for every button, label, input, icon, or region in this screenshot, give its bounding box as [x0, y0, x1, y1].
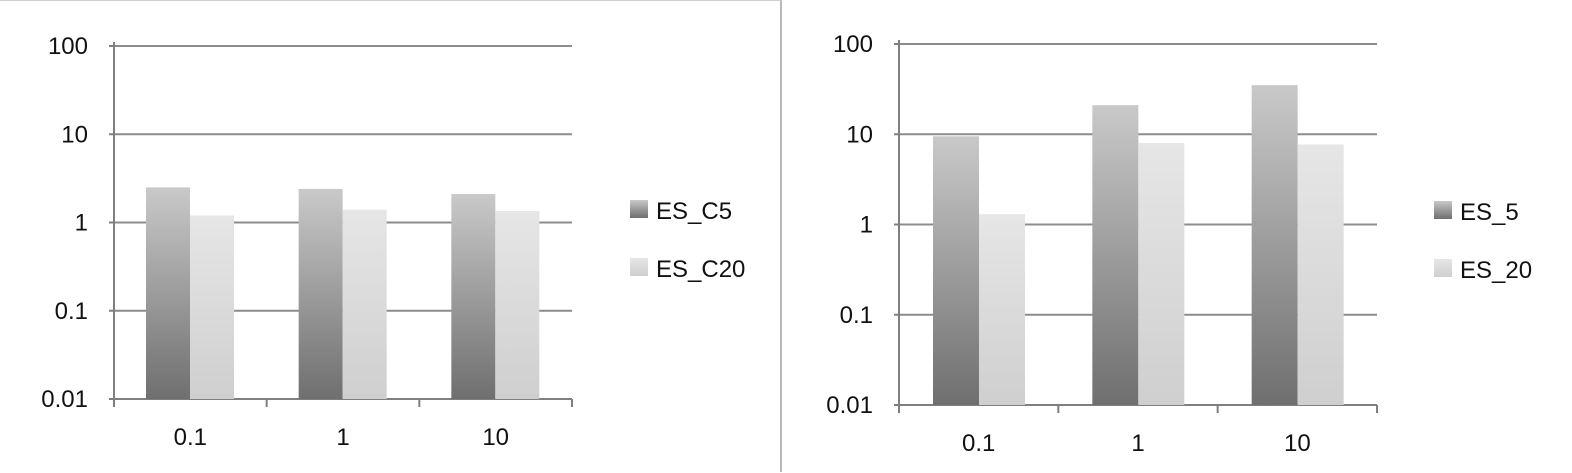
y-tick-label: 0.01 — [41, 386, 88, 413]
bar-chart-right: 100 10 1 0.1 0.01 0.1 1 10 ES_5 ES_20 — [826, 31, 1532, 457]
y-tick-label: 10 — [61, 121, 88, 148]
bar-ES_20-1 — [1138, 142, 1185, 405]
bar-ES_C5-1 — [298, 188, 343, 399]
y-tick-label: 1 — [860, 212, 873, 239]
x-tick-label: 0.1 — [962, 430, 995, 457]
bar-ES_20-0.1 — [979, 214, 1025, 405]
x-tick-label: 10 — [1284, 430, 1311, 457]
x-tick-label: 10 — [482, 424, 509, 451]
x-tick-label: 1 — [336, 424, 349, 451]
legend-swatch — [1434, 201, 1452, 219]
bar-ES_C5-10 — [451, 194, 496, 399]
bar-ES_5-10 — [1251, 85, 1298, 405]
bar-ES_5-1 — [1092, 105, 1139, 405]
chart-panel-right: 100 10 1 0.1 0.01 0.1 1 10 ES_5 ES_20 — [784, 0, 1572, 472]
legend-label: ES_C5 — [656, 198, 732, 225]
bar-ES_C20-1 — [342, 209, 387, 399]
legend-swatch — [630, 258, 648, 276]
bar-ES_C5-0.1 — [146, 187, 190, 399]
bar-ES_5-0.1 — [933, 136, 979, 405]
y-tick-label: 1 — [75, 210, 88, 237]
x-tick-label: 0.1 — [174, 424, 207, 451]
legend-label: ES_20 — [1460, 257, 1532, 284]
chart-panel-left: 100 10 1 0.1 0.01 0.1 1 10 ES_C5 ES_C20 — [0, 0, 782, 472]
bar-ES_20-10 — [1297, 144, 1344, 406]
legend-label: ES_C20 — [656, 256, 745, 283]
y-tick-label: 100 — [833, 31, 873, 58]
y-tick-label: 100 — [48, 33, 88, 60]
legend-label: ES_5 — [1460, 199, 1519, 226]
y-tick-label: 10 — [846, 121, 873, 148]
y-tick-label: 0.1 — [55, 298, 88, 325]
bar-ES_C20-10 — [495, 210, 540, 399]
legend-swatch — [630, 200, 648, 218]
x-tick-label: 1 — [1131, 430, 1144, 457]
y-tick-label: 0.01 — [826, 392, 873, 419]
legend-swatch — [1434, 259, 1452, 277]
bar-ES_C20-0.1 — [190, 215, 234, 399]
y-tick-label: 0.1 — [840, 302, 873, 329]
bar-chart-left: 100 10 1 0.1 0.01 0.1 1 10 ES_C5 ES_C20 — [41, 33, 745, 451]
